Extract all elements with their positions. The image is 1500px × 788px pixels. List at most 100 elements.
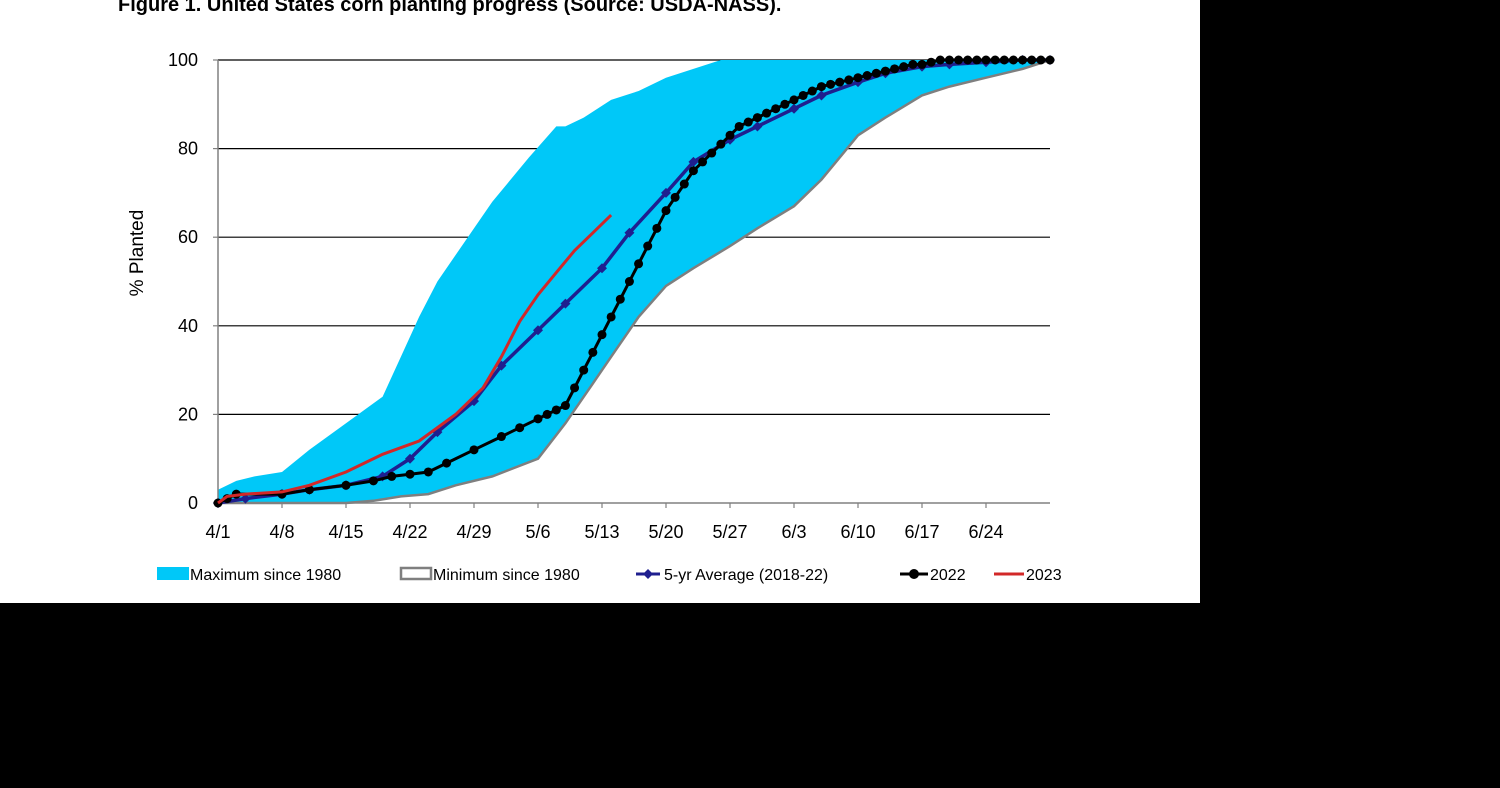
y2022-point — [661, 206, 671, 216]
y2022-point — [679, 179, 689, 189]
y-tick-label: 80 — [178, 139, 198, 159]
y2023-series-line — [217, 214, 613, 505]
y2022-point — [542, 409, 552, 419]
series-lines — [213, 55, 1055, 508]
y2022-point — [826, 79, 836, 89]
y2022-point — [597, 330, 607, 340]
y2022-point — [871, 68, 881, 78]
avg-point — [240, 493, 251, 504]
y-tick-label: 40 — [178, 316, 198, 336]
x-tick-label: 5/6 — [525, 522, 550, 542]
min-max-band — [218, 58, 1051, 505]
y2022-point — [624, 277, 634, 286]
y2022-point — [944, 55, 954, 65]
y2022-point — [423, 467, 433, 477]
y2022-point — [615, 294, 625, 304]
y2022-point — [798, 90, 808, 100]
y2022-point — [570, 383, 580, 393]
avg-point — [560, 298, 571, 309]
y2022-point — [981, 55, 991, 65]
y2022-point — [908, 59, 918, 69]
y2022-point — [515, 423, 525, 433]
legend: Maximum since 1980 Minimum since 1980 5-yr… — [157, 566, 1062, 584]
y2022-point — [560, 401, 570, 411]
y2022-point — [368, 476, 378, 486]
y2022-point — [469, 445, 479, 455]
legend-label: 5-yr Average (2018-22) — [664, 567, 828, 584]
y2022-point — [917, 59, 927, 69]
y2022-point — [341, 480, 351, 490]
legend-label: 2023 — [1026, 567, 1062, 584]
y2022-point — [789, 95, 799, 105]
x-tick-label: 4/15 — [328, 522, 363, 542]
y2022-point — [579, 365, 589, 375]
y2022-point — [752, 113, 762, 123]
y2022-point — [780, 99, 790, 109]
y2022-point — [1018, 55, 1028, 65]
max-band-area — [218, 60, 1050, 503]
y2022-point — [999, 55, 1009, 65]
avg-point — [661, 187, 671, 198]
y2022-point — [862, 71, 872, 81]
y2022-point — [698, 157, 708, 167]
y2022-point — [990, 55, 1000, 65]
min-outline-line — [218, 58, 1051, 505]
x-tick-label: 6/17 — [904, 522, 939, 542]
x-tick-label: 5/13 — [584, 522, 619, 542]
y2022-point — [935, 55, 945, 65]
y2022-point — [926, 57, 936, 67]
legend-min-swatch — [399, 566, 433, 581]
y2022-point — [405, 469, 415, 479]
y2022-point — [652, 223, 662, 233]
y2022-point — [707, 148, 717, 158]
y2022-point — [807, 86, 817, 96]
y2022-point — [304, 485, 314, 495]
y2022-point — [853, 73, 863, 83]
y2022-point — [496, 432, 506, 442]
y2022-point — [899, 62, 909, 72]
avg-point — [816, 90, 827, 101]
legend-max-swatch — [157, 567, 189, 580]
y2022-point — [643, 241, 653, 251]
x-tick-label: 6/24 — [968, 522, 1003, 542]
y-axis-title: % Planted — [127, 210, 148, 297]
x-tick-label: 6/3 — [781, 522, 806, 542]
planting-progress-chart: 0 20 40 60 80 100 4/1 4/8 4/15 4/22 4/29 5/6 5/13 5/2… — [127, 50, 1062, 584]
figure-panel: Figure 1. United States corn planting pr… — [0, 0, 1200, 603]
y2022-point — [734, 121, 744, 131]
y2022-point — [972, 55, 982, 65]
x-tick-label: 4/22 — [392, 522, 427, 542]
y2022-point — [533, 414, 543, 424]
y2022-point — [743, 117, 753, 127]
y2022-point — [762, 108, 772, 118]
tick-labels: 0 20 40 60 80 100 4/1 4/8 4/15 4/22 4/29 5/6 5/13 5/2… — [168, 50, 1004, 542]
x-tick-label: 4/8 — [269, 522, 294, 542]
y2022-point — [963, 55, 973, 65]
y2022-point — [1008, 55, 1018, 65]
avg-point — [533, 325, 543, 336]
y-tick-label: 100 — [168, 50, 198, 70]
legend-label: Maximum since 1980 — [190, 567, 341, 584]
y-tick-label: 60 — [178, 227, 198, 247]
y2022-point — [880, 66, 890, 76]
avg-point — [789, 103, 799, 114]
y2022-point — [1036, 55, 1046, 65]
avg-point — [688, 156, 699, 167]
legend-2022-marker — [909, 569, 919, 579]
y2022-point — [725, 130, 735, 140]
y2022-point — [442, 458, 452, 468]
y2022-point — [1045, 55, 1055, 65]
y2022-point — [551, 405, 561, 415]
x-tick-label: 4/29 — [456, 522, 491, 542]
y2022-point — [387, 471, 397, 481]
y2022-point — [1027, 55, 1037, 65]
y2022-point — [716, 139, 726, 149]
x-tick-label: 5/20 — [648, 522, 683, 542]
avg-point — [597, 263, 607, 274]
legend-label: 2022 — [930, 567, 966, 584]
figure-title: Figure 1. United States corn planting pr… — [118, 0, 782, 16]
y2022-point — [688, 166, 698, 176]
y2022-point — [634, 259, 644, 269]
y2022-point — [816, 82, 826, 92]
y-tick-label: 20 — [178, 404, 198, 424]
